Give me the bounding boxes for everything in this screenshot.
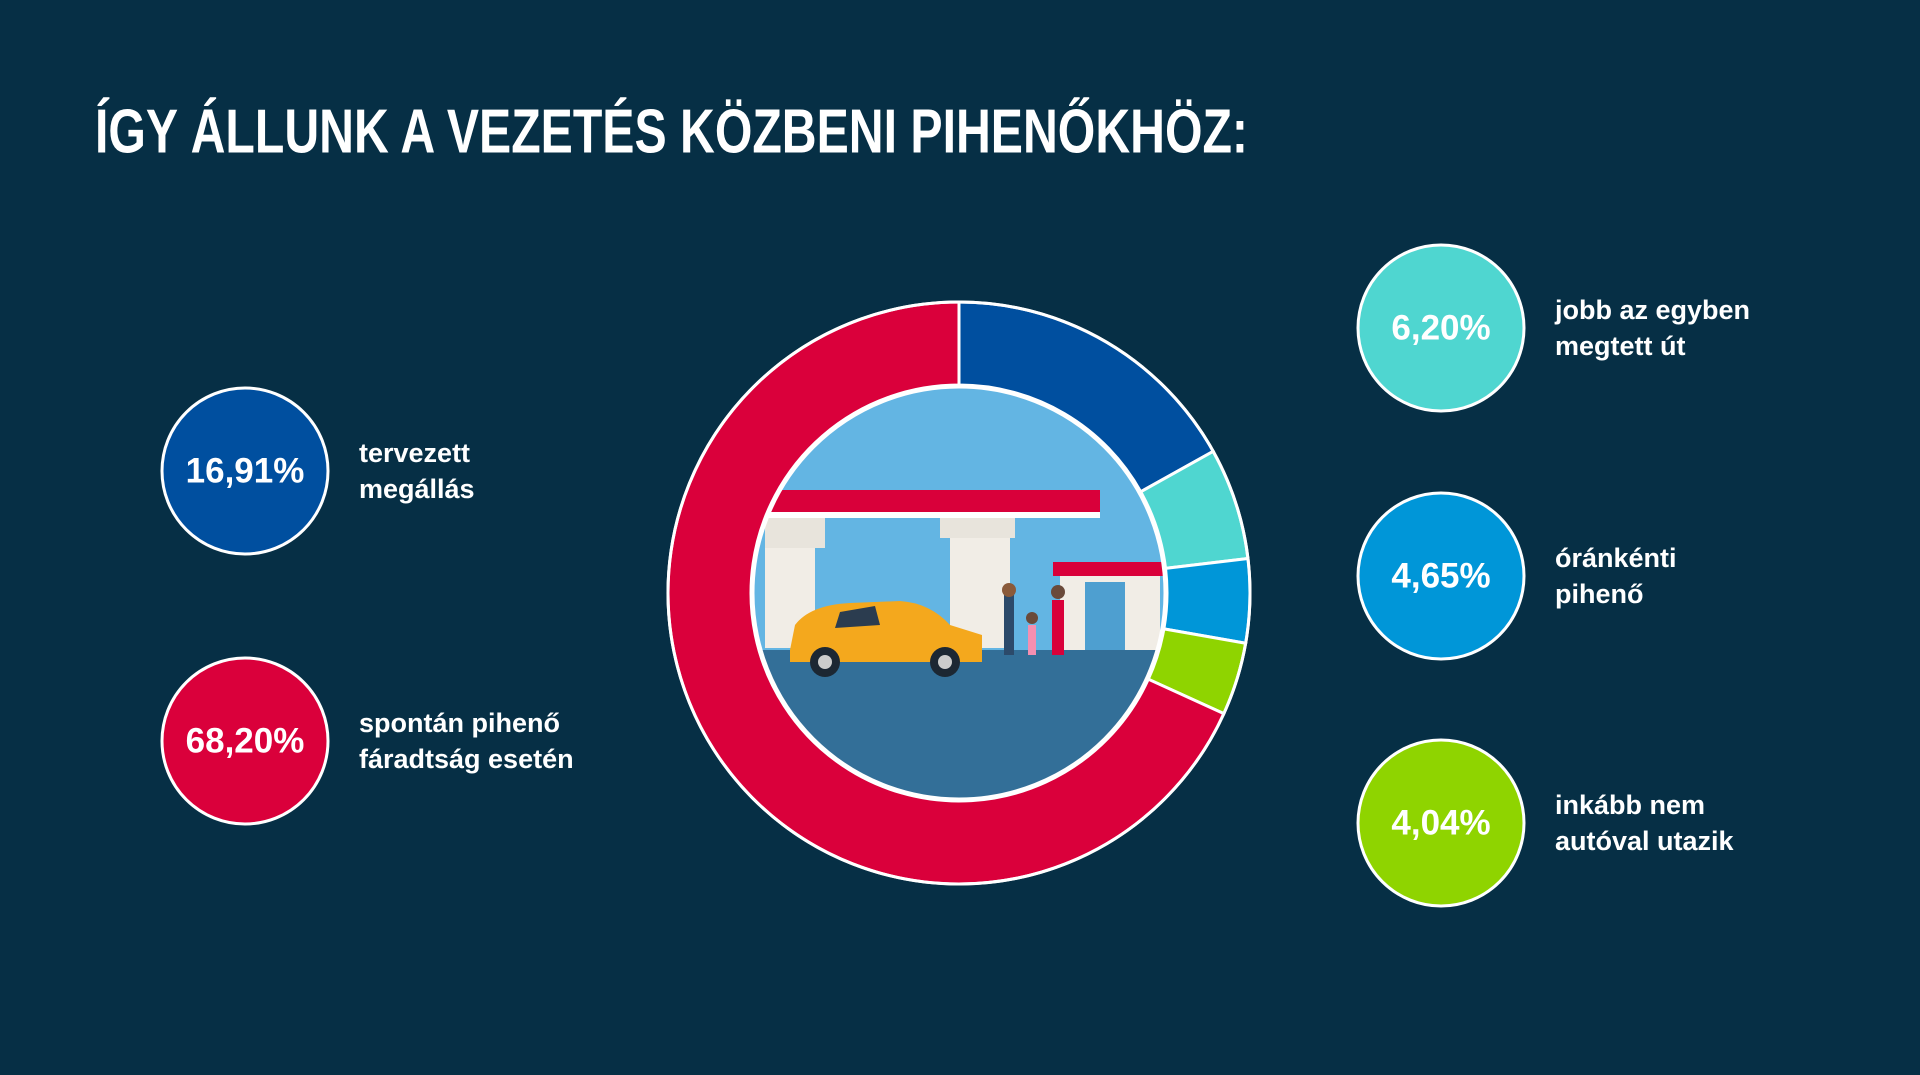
legend-label: spontán pihenő — [359, 708, 560, 738]
legend-bubble — [1356, 738, 1526, 908]
legend-bubble — [160, 656, 330, 826]
value-label: 4,04% — [1391, 803, 1490, 842]
inner-border — [751, 385, 1167, 801]
value-label: 4,65% — [1391, 556, 1490, 595]
chart-title: ÍGY ÁLLUNK A VEZETÉS KÖZBENI PIHENŐKHÖZ: — [95, 97, 1248, 166]
outer-border — [666, 300, 1252, 886]
legend-bubble — [160, 386, 330, 556]
legend-label: tervezett — [359, 438, 470, 468]
legend-bubble — [1356, 491, 1526, 661]
value-label: 6,20% — [1391, 308, 1490, 347]
legend-label: inkább nem — [1555, 790, 1705, 820]
legend-label: megállás — [359, 474, 475, 504]
legend-label: autóval utazik — [1555, 826, 1735, 856]
value-label: 68,20% — [186, 721, 305, 760]
legend-label: megtett út — [1555, 331, 1686, 361]
value-label: 16,91% — [186, 451, 305, 490]
legend-bubble — [1356, 243, 1526, 413]
legend-label: fáradtság esetén — [359, 744, 574, 774]
legend-label: pihenő — [1555, 579, 1644, 609]
legend-label: jobb az egyben — [1554, 295, 1750, 325]
illustration — [753, 387, 1165, 799]
legend-label: óránkénti — [1555, 543, 1677, 573]
